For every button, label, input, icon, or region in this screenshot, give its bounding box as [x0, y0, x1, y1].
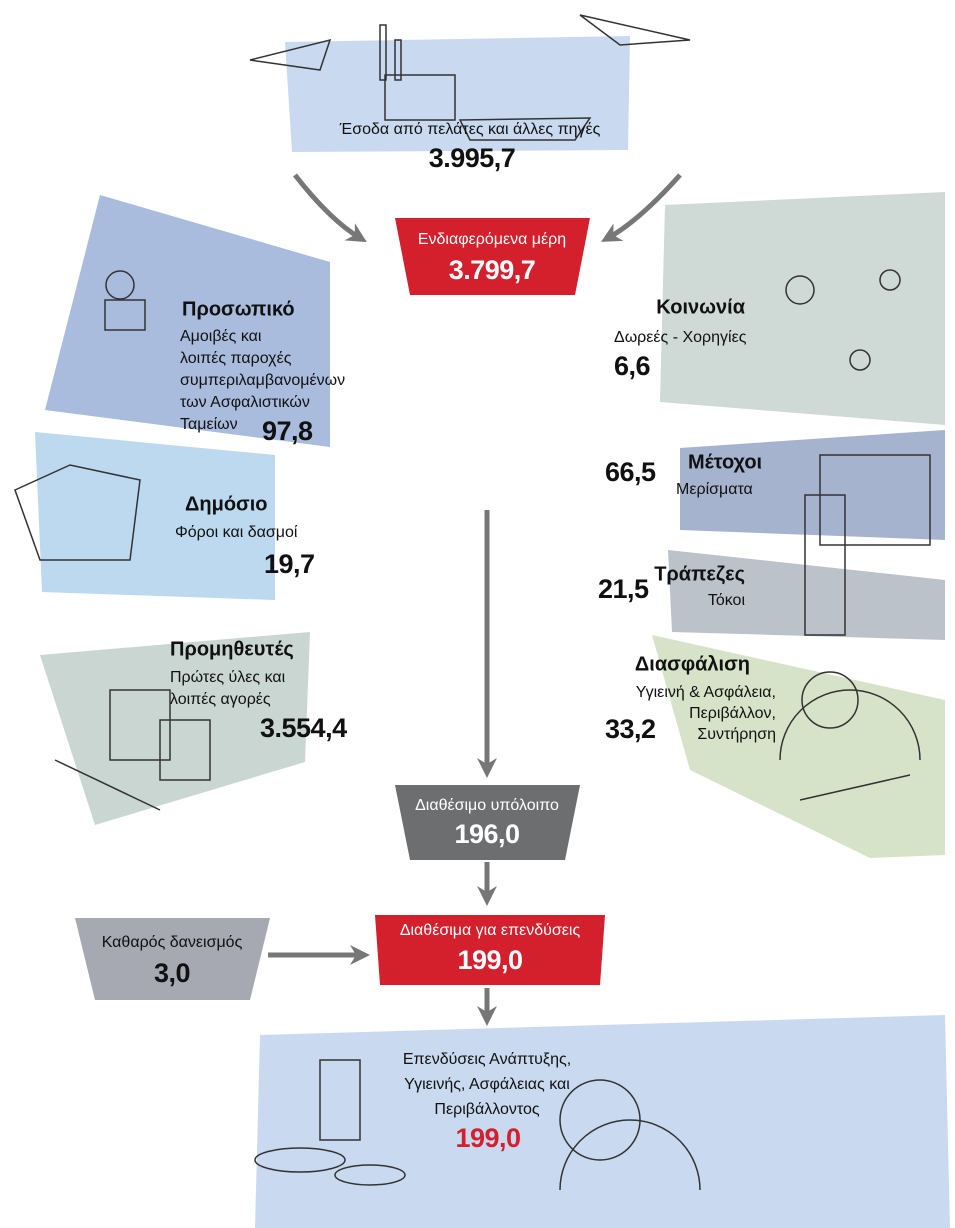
title: Μέτοχοι	[688, 451, 762, 473]
line: Συντήρηση	[697, 726, 776, 743]
title: Τράπεζες	[654, 563, 745, 585]
value: 196,0	[454, 819, 519, 849]
label: Έσοδα από πελάτες και άλλες πηγές	[339, 121, 601, 138]
value: 3,0	[154, 958, 190, 988]
title: Κοινωνία	[656, 296, 745, 318]
line: Πρώτες ύλες και	[170, 669, 286, 686]
line: Περιβάλλοντος	[434, 1101, 539, 1118]
value: 21,5	[598, 574, 649, 604]
value: 199,0	[457, 945, 522, 975]
label: Διαθέσιμο υπόλοιπο	[415, 797, 559, 814]
line: Ταμείων	[180, 416, 238, 433]
label: Διαθέσιμα για επενδύσεις	[400, 922, 581, 939]
page: {"income":{"label":"Έσοδα από πελάτες κα…	[0, 0, 955, 1228]
line: των Ασφαλιστικών	[180, 394, 310, 411]
value: 66,5	[605, 457, 656, 487]
value: 97,8	[262, 416, 313, 446]
value: 3.799,7	[449, 255, 536, 285]
diagram: Έσοδα από πελάτες και άλλες πηγές 3.995,…	[0, 0, 955, 1228]
line: Δωρεές - Χορηγίες	[614, 329, 747, 346]
label: Καθαρός δανεισμός	[102, 934, 243, 951]
title: Προμηθευτές	[170, 638, 294, 660]
line: Υγιεινή & Ασφάλεια,	[636, 684, 776, 701]
line: Φόροι και δασμοί	[175, 524, 298, 541]
title: Προσωπικό	[182, 298, 295, 320]
title: Διασφάλιση	[635, 653, 750, 675]
line: Επενδύσεις Ανάπτυξης,	[403, 1051, 571, 1068]
value: 33,2	[605, 714, 656, 744]
line: συμπεριλαμβανομένων	[180, 372, 345, 389]
line: Περιβάλλον,	[689, 705, 776, 722]
public-panel	[35, 432, 275, 600]
line: Μερίσματα	[676, 481, 753, 498]
value: 6,6	[614, 351, 651, 381]
line: Υγιεινής, Ασφάλειας και	[404, 1076, 570, 1093]
line: Αμοιβές και	[180, 328, 262, 345]
label: Ενδιαφερόμενα μέρη	[418, 231, 566, 248]
title: Δημόσιο	[185, 493, 268, 515]
value: 3.995,7	[429, 143, 516, 173]
line: Τόκοι	[708, 592, 746, 609]
value: 3.554,4	[260, 713, 347, 743]
value: 19,7	[264, 549, 315, 579]
arrow	[295, 175, 360, 238]
line: λοιπές παροχές	[180, 350, 292, 367]
line: λοιπές αγορές	[170, 691, 271, 708]
value: 199,0	[455, 1123, 520, 1153]
